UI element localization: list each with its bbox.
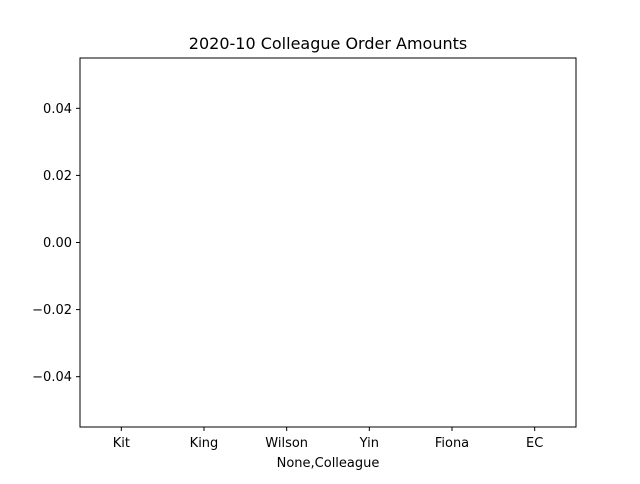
y-tick-label: −0.04 [32, 370, 72, 385]
y-tick-label: 0.02 [43, 169, 72, 184]
y-tick-label: 0.04 [43, 102, 72, 117]
chart-title: 2020-10 Colleague Order Amounts [189, 34, 467, 53]
y-tick-label: −0.02 [32, 303, 72, 318]
x-tick-label: Kit [113, 436, 130, 451]
x-tick-label: Fiona [435, 436, 469, 451]
x-axis: Kit King Wilson Yin Fiona EC [113, 427, 543, 451]
x-tick-label: Wilson [265, 436, 308, 451]
y-tick-label: 0.00 [43, 236, 72, 251]
x-axis-label: None,Colleague [277, 456, 380, 471]
plot-frame [79, 57, 577, 428]
x-tick-label: King [190, 436, 219, 451]
y-axis: −0.04 −0.02 0.00 0.02 0.04 [32, 102, 80, 385]
x-tick-label: EC [526, 436, 543, 451]
x-tick-label: Yin [359, 436, 379, 451]
